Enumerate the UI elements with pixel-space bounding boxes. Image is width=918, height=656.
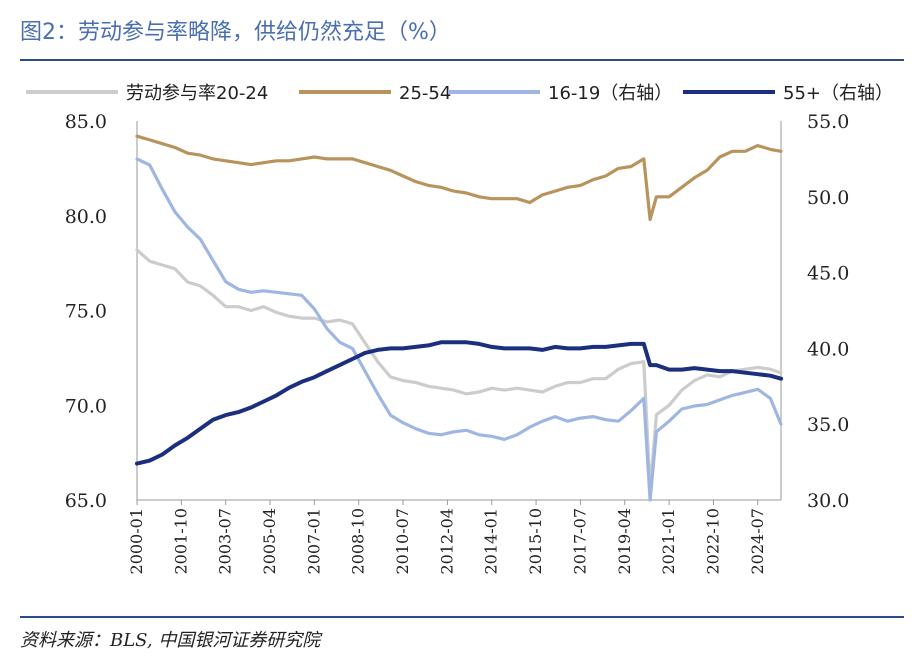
y-left-tick-label: 85.0 bbox=[65, 111, 107, 133]
y-right-tick-label: 50.0 bbox=[807, 187, 849, 209]
x-tick-label: 2014-01 bbox=[482, 508, 501, 574]
x-tick-label: 2024-07 bbox=[748, 508, 767, 574]
y-left-tick-label: 75.0 bbox=[65, 301, 107, 323]
axes: 85.0 80.0 75.0 70.0 65.0 55.0 50.0 45.0 40.0 35.0… bbox=[65, 111, 850, 574]
x-tick-label: 2021-01 bbox=[659, 508, 678, 574]
x-tick-label: 2001-10 bbox=[171, 508, 190, 574]
legend-label-1: 劳动参与率20-24 bbox=[126, 83, 268, 104]
y-right-tick-label: 40.0 bbox=[807, 338, 849, 360]
x-tick-label: 2019-04 bbox=[615, 508, 634, 574]
y-left-tick-label: 65.0 bbox=[65, 490, 107, 512]
series-line-4 bbox=[135, 340, 783, 466]
legend: 劳动参与率20-24 25-54 16-19（右轴） 55+（右轴） bbox=[26, 83, 893, 104]
y-right-tick-label: 55.0 bbox=[807, 111, 849, 133]
legend-label-2: 25-54 bbox=[399, 83, 451, 104]
x-tick-label: 2022-10 bbox=[703, 508, 722, 574]
x-tick-label: 2017-07 bbox=[570, 508, 589, 574]
y-left-tick-label: 80.0 bbox=[65, 206, 107, 228]
x-tick-label: 2010-07 bbox=[393, 508, 412, 574]
legend-label-4: 55+（右轴） bbox=[783, 83, 893, 104]
x-tick-label: 2005-04 bbox=[260, 508, 279, 574]
x-tick-label: 2015-10 bbox=[526, 508, 545, 574]
source-note: 资料来源：BLS, 中国银河证券研究院 bbox=[20, 630, 321, 651]
chart-title: 图2：劳动参与率略降，供给仍然充足（%） bbox=[20, 20, 451, 45]
title-divider bbox=[20, 59, 904, 61]
x-tick-label: 2000-01 bbox=[127, 508, 146, 574]
y-left-tick-label: 70.0 bbox=[65, 395, 107, 417]
y-right-tick-label: 35.0 bbox=[807, 414, 849, 436]
x-tick-label: 2007-01 bbox=[304, 508, 323, 574]
series-group bbox=[135, 134, 783, 502]
series-line-2 bbox=[135, 134, 783, 222]
x-tick-label: 2003-07 bbox=[216, 508, 235, 574]
series-line-3 bbox=[135, 157, 783, 502]
legend-label-3: 16-19（右轴） bbox=[548, 83, 672, 104]
x-tick-label: 2008-10 bbox=[349, 508, 368, 574]
series-line-1 bbox=[135, 248, 783, 493]
y-right-tick-label: 45.0 bbox=[807, 263, 849, 285]
x-tick-label: 2012-04 bbox=[437, 508, 456, 574]
source-divider bbox=[20, 616, 904, 618]
y-right-tick-label: 30.0 bbox=[807, 490, 849, 512]
